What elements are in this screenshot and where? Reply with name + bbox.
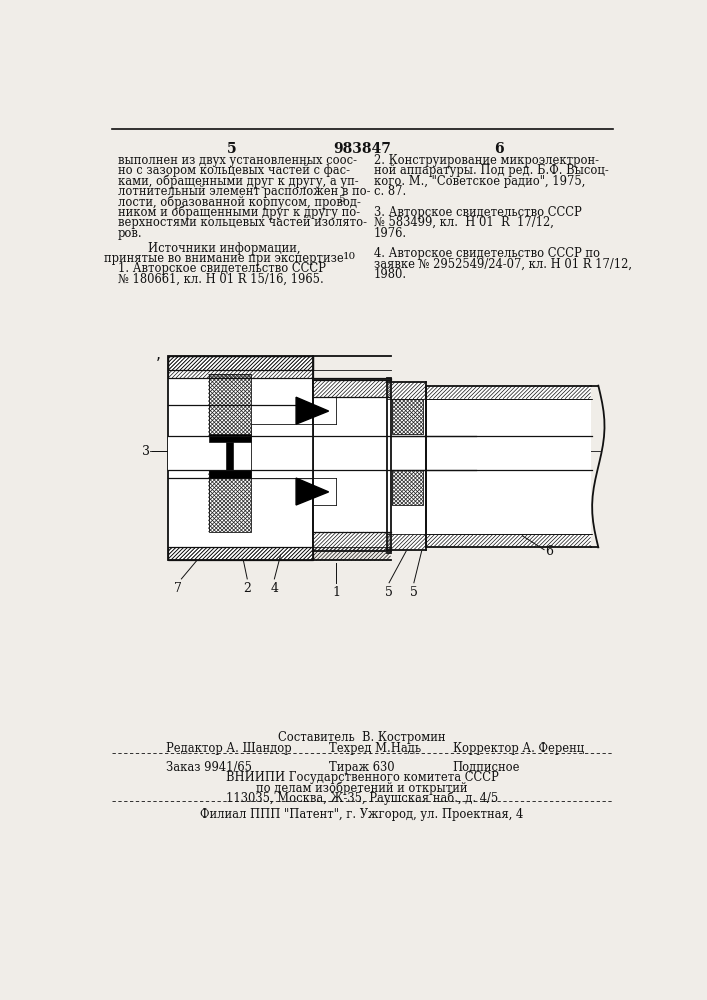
Text: заявке № 2952549/24-07, кл. Н 01 R 17/12,: заявке № 2952549/24-07, кл. Н 01 R 17/12… bbox=[373, 258, 631, 271]
Text: лости, образованной корпусом, провод-: лости, образованной корпусом, провод- bbox=[118, 195, 361, 209]
Text: 5: 5 bbox=[338, 195, 344, 204]
Text: 2. Конструирование микроэлектрон-: 2. Конструирование микроэлектрон- bbox=[373, 154, 599, 167]
Text: Филиал ППП "Патент", г. Ужгород, ул. Проектная, 4: Филиал ППП "Патент", г. Ужгород, ул. Про… bbox=[200, 808, 524, 821]
Text: лотнительный элемент расположен в по-: лотнительный элемент расположен в по- bbox=[118, 185, 370, 198]
Text: 1: 1 bbox=[332, 586, 340, 599]
Text: ’: ’ bbox=[156, 357, 160, 372]
Bar bbox=[226, 442, 233, 470]
Text: 113035, Москва, Ж-35, Раушская наб., д. 4/5: 113035, Москва, Ж-35, Раушская наб., д. … bbox=[226, 791, 498, 805]
Text: ной аппаратуры. Под ред. Б.Ф. Высоц-: ной аппаратуры. Под ред. Б.Ф. Высоц- bbox=[373, 164, 608, 177]
Bar bbox=[209, 434, 251, 442]
Text: Источники информации,: Источники информации, bbox=[148, 242, 300, 255]
Text: Редактор А. Шандор: Редактор А. Шандор bbox=[166, 742, 291, 755]
Text: 1. Авторское свидетельство СССР: 1. Авторское свидетельство СССР bbox=[118, 262, 326, 275]
Text: выполнен из двух установленных соос-: выполнен из двух установленных соос- bbox=[118, 154, 357, 167]
Text: 5: 5 bbox=[227, 142, 237, 156]
Text: 983847: 983847 bbox=[333, 142, 391, 156]
Bar bbox=[209, 470, 251, 532]
Text: верхностями кольцевых частей изолято-: верхностями кольцевых частей изолято- bbox=[118, 216, 367, 229]
Text: 6: 6 bbox=[494, 142, 504, 156]
Text: 4: 4 bbox=[270, 582, 279, 595]
Text: 5: 5 bbox=[410, 586, 418, 599]
Text: Техред М.Надь: Техред М.Надь bbox=[329, 742, 421, 755]
Bar bbox=[168, 436, 476, 470]
Bar bbox=[168, 547, 313, 560]
Bar bbox=[313, 380, 391, 551]
Text: 5: 5 bbox=[385, 586, 393, 599]
Text: 6: 6 bbox=[546, 545, 554, 558]
Text: ником и обращенными друг к другу по-: ником и обращенными друг к другу по- bbox=[118, 206, 360, 219]
Bar bbox=[168, 356, 313, 378]
Bar bbox=[313, 378, 391, 380]
Text: 10: 10 bbox=[343, 252, 356, 261]
Bar bbox=[391, 436, 590, 470]
Bar bbox=[313, 478, 337, 505]
Text: ров.: ров. bbox=[118, 227, 142, 240]
Bar bbox=[392, 399, 423, 434]
Text: № 180661, кл. Н 01 R 15/16, 1965.: № 180661, кл. Н 01 R 15/16, 1965. bbox=[118, 273, 324, 286]
Bar bbox=[426, 386, 590, 547]
Bar bbox=[168, 356, 313, 370]
Bar bbox=[168, 356, 313, 560]
Text: № 583499, кл.  Н 01  R  17/12,: № 583499, кл. Н 01 R 17/12, bbox=[373, 216, 554, 229]
Bar bbox=[209, 374, 251, 436]
Text: Заказ 9941/65: Заказ 9941/65 bbox=[166, 761, 252, 774]
Text: Тираж 630: Тираж 630 bbox=[329, 761, 395, 774]
Text: Составитель  В. Костромин: Составитель В. Костромин bbox=[278, 731, 445, 744]
Text: 1976.: 1976. bbox=[373, 227, 407, 240]
Text: но с зазором кольцевых частей с фас-: но с зазором кольцевых частей с фас- bbox=[118, 164, 350, 177]
Text: 4. Авторское свидетельство СССР по: 4. Авторское свидетельство СССР по bbox=[373, 247, 600, 260]
Polygon shape bbox=[296, 478, 329, 505]
Bar bbox=[387, 382, 426, 550]
Text: принятые во внимание при экспертизе: принятые во внимание при экспертизе bbox=[104, 252, 344, 265]
Polygon shape bbox=[296, 397, 329, 424]
Text: 3: 3 bbox=[142, 445, 151, 458]
Text: 1980.: 1980. bbox=[373, 268, 407, 281]
Bar bbox=[209, 470, 251, 478]
Text: 2: 2 bbox=[243, 582, 251, 595]
Bar bbox=[168, 356, 313, 560]
Text: 7: 7 bbox=[173, 582, 182, 595]
Text: Корректор А. Ференц: Корректор А. Ференц bbox=[452, 742, 584, 755]
Bar bbox=[313, 397, 337, 424]
Text: кого. М., "Советское радио", 1975,: кого. М., "Советское радио", 1975, bbox=[373, 175, 585, 188]
Bar bbox=[251, 424, 313, 478]
Bar bbox=[392, 470, 423, 505]
Text: с. 87.: с. 87. bbox=[373, 185, 406, 198]
Text: по делам изобретений и открытий: по делам изобретений и открытий bbox=[256, 781, 468, 795]
Text: ками, обращенными друг к другу, а уп-: ками, обращенными друг к другу, а уп- bbox=[118, 175, 358, 188]
Text: 3. Авторское свидетельство СССР: 3. Авторское свидетельство СССР bbox=[373, 206, 581, 219]
Text: ВНИИПИ Государственного комитета СССР: ВНИИПИ Государственного комитета СССР bbox=[226, 771, 498, 784]
Text: Подписное: Подписное bbox=[452, 761, 520, 774]
